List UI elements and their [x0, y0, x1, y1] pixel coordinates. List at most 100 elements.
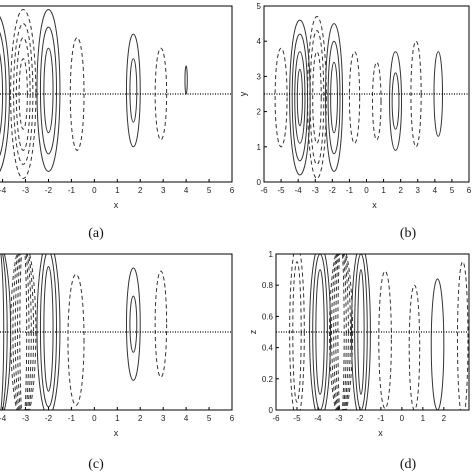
- contour-line-dashed: [456, 261, 469, 410]
- contour-line-solid: [294, 51, 306, 144]
- contour-line-solid: [36, 254, 61, 410]
- y-tick-label: 0.8: [262, 281, 274, 290]
- x-tick-label: -5: [278, 186, 286, 195]
- contour-line-solid: [391, 72, 400, 130]
- x-tick-label: 2: [138, 186, 143, 195]
- contour-line-solid: [43, 265, 54, 392]
- plot-frame: [275, 253, 470, 411]
- x-tick-label: -3: [335, 414, 343, 423]
- contour-line-solid: [39, 26, 57, 155]
- contour-line-solid: [315, 269, 325, 395]
- x-tick-label: -4: [314, 414, 322, 423]
- panel-caption: (d): [400, 457, 417, 472]
- contour-line-solid: [0, 31, 7, 157]
- x-tick-label: 0: [92, 414, 97, 423]
- x-tick-label: -1: [68, 414, 76, 423]
- x-tick-label: 2: [442, 414, 447, 423]
- x-tick-label: 2: [398, 186, 403, 195]
- x-tick-label: -4: [0, 414, 7, 423]
- contour-group: [274, 16, 444, 179]
- panel-caption: (c): [88, 457, 104, 472]
- contour-line-solid: [354, 254, 368, 410]
- x-tick-label: -6: [260, 186, 268, 195]
- x-tick-label: 2: [138, 414, 143, 423]
- contour-line-solid: [125, 267, 141, 381]
- x-tick-label: -4: [295, 186, 303, 195]
- x-axis-label: x: [372, 200, 377, 210]
- contour-line-dashed: [19, 254, 28, 410]
- x-tick-label: 5: [207, 186, 212, 195]
- x-tick-label: -6: [272, 414, 280, 423]
- y-tick-label: 0.6: [262, 312, 274, 321]
- x-tick-label: 6: [230, 186, 235, 195]
- x-tick-label: -2: [45, 186, 53, 195]
- x-axis-label: x: [114, 200, 119, 210]
- contour-line-solid: [312, 254, 328, 410]
- contour-line-dashed: [18, 58, 28, 130]
- x-tick-label: -5: [293, 414, 301, 423]
- contour-line-solid: [129, 58, 138, 123]
- x-tick-label: -4: [0, 186, 7, 195]
- x-tick-label: 4: [184, 186, 189, 195]
- contour-line-solid: [2, 254, 8, 410]
- contour-line-dashed: [274, 47, 288, 148]
- contour-line-solid: [330, 61, 338, 134]
- contour-line-solid: [43, 47, 54, 134]
- panel-c: -4 -3 -2 -1 0 1 2 3 4 5 6 x (c): [0, 253, 235, 472]
- contour-line-solid: [291, 33, 309, 162]
- panel-a: -4 -3 -2 -1 0 1 2 3 4 5 6 x (a): [0, 5, 235, 241]
- y-tick-label: 1: [257, 143, 262, 152]
- contour-line-dashed: [378, 270, 392, 409]
- x-tick-label: 0: [92, 186, 97, 195]
- x-tick-label: 3: [161, 186, 166, 195]
- contour-line-dashed: [371, 61, 382, 141]
- y-tick-label: 3: [257, 72, 262, 81]
- contour-line-dashed: [312, 51, 322, 144]
- x-tick-label: -2: [45, 414, 53, 423]
- panel-caption: (b): [400, 226, 417, 241]
- contour-line-solid: [36, 9, 61, 172]
- x-tick-label: 6: [230, 414, 235, 423]
- x-tick-label: 1: [115, 414, 120, 423]
- x-tick-label: 6: [467, 186, 472, 195]
- panel-caption: (a): [88, 226, 104, 241]
- x-tick-label: -1: [68, 186, 76, 195]
- y-axis-label: z: [248, 329, 258, 334]
- x-tick-label: 0: [400, 414, 405, 423]
- contour-line-solid: [389, 51, 403, 151]
- panel-d: -6 -5 -4 -3 -2 -1 0 1 2 0 0.2 0.4 0.6 0.8 1 x z (d): [248, 250, 470, 472]
- contour-line-solid: [0, 16, 10, 172]
- y-tick-label: 5: [257, 2, 262, 11]
- contour-line-solid: [433, 51, 444, 137]
- x-tick-label: 1: [381, 186, 386, 195]
- contour-line-dashed: [69, 37, 85, 151]
- contour-line-solid: [430, 278, 445, 410]
- plot-frame: [0, 5, 233, 183]
- x-tick-label: 3: [416, 186, 421, 195]
- contour-line-solid: [125, 33, 141, 148]
- x-tick-label: 3: [161, 414, 166, 423]
- y-tick-label: 2: [257, 108, 262, 117]
- contour-line-dashed: [309, 30, 325, 165]
- y-axis-label: y: [238, 91, 248, 96]
- contour-line-dashed: [307, 16, 327, 179]
- x-tick-label: -1: [346, 186, 354, 195]
- x-tick-label: 4: [433, 186, 438, 195]
- contour-line-solid: [296, 68, 303, 127]
- x-tick-label: -3: [312, 186, 320, 195]
- contour-line-solid: [309, 254, 332, 410]
- contour-line-dashed: [154, 270, 168, 378]
- x-tick-label: 5: [207, 414, 212, 423]
- x-axis-label: x: [378, 428, 383, 438]
- y-tick-label: 0.2: [262, 375, 274, 384]
- contour-line-solid: [0, 254, 5, 410]
- y-tick-label: 0: [269, 406, 274, 415]
- panel-b: -6 -5 -4 -3 -2 -1 0 1 2 3 4 5 6 0 1 2 3 4 5 x y (b): [238, 2, 472, 241]
- y-tick-label: 4: [257, 37, 262, 46]
- y-tick-label: 0.4: [262, 344, 274, 353]
- contour-line-solid: [39, 254, 57, 408]
- x-tick-label: 1: [421, 414, 426, 423]
- y-tick-label: 1: [269, 250, 274, 259]
- contour-line-dashed: [408, 284, 421, 410]
